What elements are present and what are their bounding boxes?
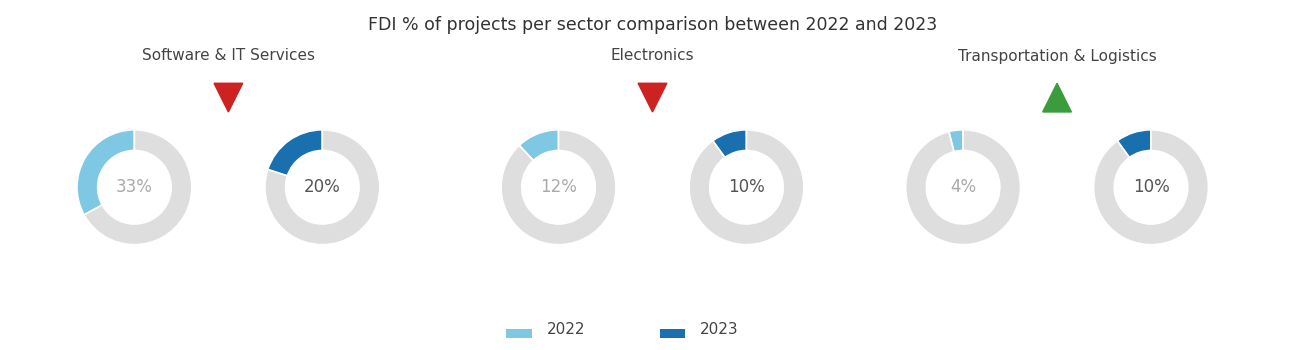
Wedge shape: [77, 130, 134, 215]
Wedge shape: [1117, 130, 1151, 158]
Text: 2022: 2022: [547, 322, 585, 336]
Wedge shape: [84, 130, 192, 245]
Text: 10%: 10%: [1133, 178, 1169, 196]
Bar: [506, 329, 532, 338]
Polygon shape: [638, 83, 667, 112]
Wedge shape: [1094, 130, 1208, 245]
Wedge shape: [949, 130, 963, 152]
Wedge shape: [501, 130, 616, 245]
Text: 2023: 2023: [699, 322, 739, 336]
Text: 20%: 20%: [304, 178, 341, 196]
Text: 4%: 4%: [950, 178, 976, 196]
Wedge shape: [713, 130, 746, 158]
Polygon shape: [214, 83, 243, 112]
Wedge shape: [689, 130, 804, 245]
Text: Transportation & Logistics: Transportation & Logistics: [958, 49, 1156, 63]
Text: 12%: 12%: [540, 178, 577, 196]
Wedge shape: [265, 130, 380, 245]
Text: Electronics: Electronics: [611, 49, 694, 63]
Wedge shape: [268, 130, 322, 176]
Text: 10%: 10%: [728, 178, 765, 196]
Wedge shape: [519, 130, 559, 160]
Polygon shape: [1043, 83, 1071, 112]
Text: 33%: 33%: [116, 178, 153, 196]
Bar: [660, 329, 685, 338]
Text: Software & IT Services: Software & IT Services: [142, 49, 315, 63]
Wedge shape: [906, 130, 1021, 245]
Text: FDI % of projects per sector comparison between 2022 and 2023: FDI % of projects per sector comparison …: [368, 15, 937, 34]
